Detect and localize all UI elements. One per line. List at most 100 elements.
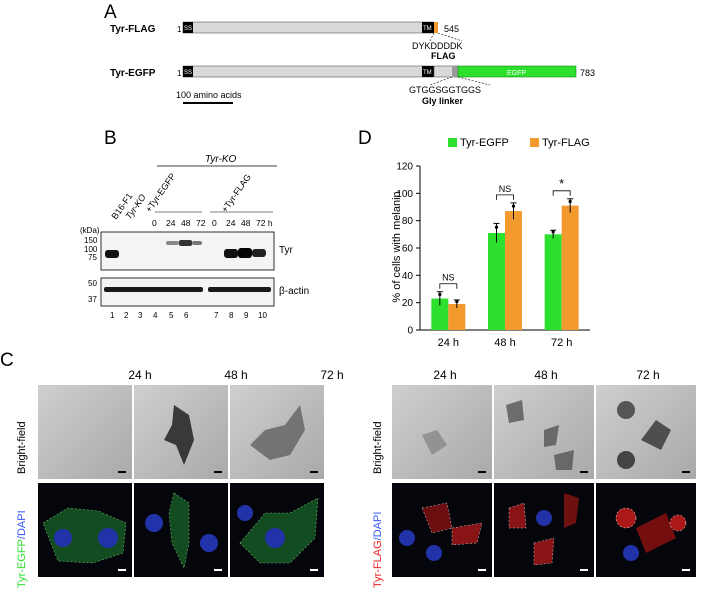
lane-num-1: 1	[110, 311, 115, 320]
marker-100: 100	[84, 245, 98, 254]
c-right-fl-24	[392, 483, 492, 577]
construct2-egfp	[457, 65, 577, 78]
data-point	[511, 204, 516, 208]
panel-label-b: B	[104, 128, 117, 149]
time-egfp-0: 0	[152, 218, 157, 228]
lane-num-5: 5	[169, 311, 174, 320]
legend-swatch	[448, 138, 457, 147]
band-lane6	[179, 240, 192, 246]
y-tick-label: 0	[407, 326, 413, 337]
legend-swatch	[530, 138, 539, 147]
chart-ylabel: % of cells with melanin	[391, 191, 403, 302]
c-right-bf-label: Bright-field	[372, 421, 384, 474]
marker-50: 50	[88, 279, 97, 288]
time-egfp-72: 72	[196, 218, 206, 228]
construct2-tag: Gly linker	[422, 96, 464, 106]
legend-label: Tyr-FLAG	[542, 137, 590, 149]
chart-xticks: 24 h 48 h 72 h	[438, 337, 573, 349]
c-right-flag-text: Tyr-FLAG	[372, 540, 384, 588]
construct2-end: 783	[580, 68, 595, 78]
lane-num-3: 3	[138, 311, 143, 320]
chart-axes: 0 20 40 60 80 100 120	[396, 162, 590, 337]
y-tick-label: 40	[402, 271, 414, 282]
y-tick-label: 80	[402, 216, 414, 227]
construct2-linker-block	[452, 66, 458, 77]
bar	[448, 304, 466, 330]
band-lane9	[238, 248, 252, 258]
construct1-tag: FLAG	[431, 51, 456, 61]
actin-bands-right	[208, 287, 271, 292]
c-left-time-48: 48 h	[224, 368, 248, 382]
construct1-end: 545	[444, 24, 459, 34]
band-lane1	[105, 250, 119, 258]
x-tick-label: 72 h	[551, 337, 572, 349]
time-egfp-24: 24	[166, 218, 176, 228]
construct2-egfp-label: EGFP	[507, 70, 526, 77]
construct1-tm	[422, 22, 434, 33]
bar	[561, 205, 579, 330]
chart-legend: Tyr-EGFP Tyr-FLAG	[448, 137, 590, 149]
bar	[488, 232, 505, 330]
c-left-bf-72	[230, 385, 324, 479]
data-point	[438, 292, 442, 297]
c-right-fl-72	[596, 483, 696, 577]
panel-label-a: A	[104, 2, 117, 23]
lane-num-10: 10	[258, 311, 267, 320]
data-point	[494, 225, 499, 229]
sig-bracket	[496, 194, 514, 200]
data-point	[568, 199, 572, 204]
construct2-ss-label: SS	[184, 70, 192, 76]
construct2-seq: GTGGSGGTGGS	[409, 85, 481, 95]
actin-bands-left	[104, 287, 203, 292]
panel-b-western: Tyr-KO B16-F1 Tyr-KO +Tyr-EGFP +Tyr-FLAG…	[80, 154, 309, 320]
band-lane5	[166, 241, 179, 245]
construct1-seq: DYKDDDDK	[412, 41, 463, 51]
y-tick-label: 20	[402, 298, 414, 309]
sig-label: NS	[442, 273, 455, 283]
data-point	[551, 230, 555, 234]
time-flag-0: 0	[212, 218, 217, 228]
sig-bracket	[439, 283, 458, 289]
lane-label-egfp: +Tyr-EGFP	[143, 171, 177, 214]
lane-label-flag: +Tyr-FLAG	[219, 172, 253, 214]
construct1-name: Tyr-FLAG	[110, 24, 156, 35]
time-flag-72: 72 h	[256, 218, 273, 228]
bar	[544, 234, 562, 330]
c-right-dapi-text: /DAPI	[372, 511, 384, 541]
scale-label: 100 amino acids	[176, 90, 242, 100]
chart-bars: NS NS *	[431, 176, 579, 330]
lane-num-6: 6	[184, 311, 189, 320]
legend-label: Tyr-EGFP	[460, 137, 509, 149]
lane-num-9: 9	[244, 311, 249, 320]
time-flag-48: 48	[241, 218, 251, 228]
band-lane6b	[192, 241, 202, 245]
marker-37: 37	[88, 295, 97, 304]
c-left-bf-24	[38, 385, 132, 479]
c-right-bf-48	[494, 385, 594, 479]
lane-num-8: 8	[229, 311, 234, 320]
bar	[505, 211, 522, 330]
panel-label-d: D	[358, 128, 372, 149]
band-lane10	[252, 249, 266, 257]
group-title: Tyr-KO	[205, 154, 237, 165]
y-tick-label: 60	[402, 244, 414, 255]
lane-num-4: 4	[153, 311, 158, 320]
sig-bracket	[552, 190, 571, 196]
marker-75: 75	[88, 253, 97, 262]
construct1-flag-tag	[434, 22, 438, 33]
c-right-fl-48	[494, 483, 594, 577]
bar	[431, 298, 449, 330]
time-egfp-48: 48	[181, 218, 191, 228]
c-left-fl-24	[38, 483, 132, 577]
c-right-bf-24	[392, 385, 492, 479]
construct1-ss	[183, 22, 193, 33]
sig-label: NS	[499, 184, 512, 194]
kda-label: (kDa)	[80, 226, 100, 235]
band-label-actin: β-actin	[279, 286, 309, 297]
construct2-start: 1	[177, 69, 182, 78]
c-left-dapi-text: /DAPI	[16, 510, 28, 540]
c-left-fl-label: Tyr-EGFP/DAPI	[16, 510, 28, 588]
lane-num-7: 7	[214, 311, 219, 320]
construct2-tm-label: TM	[423, 70, 432, 76]
c-left-bf-label: Bright-field	[16, 421, 28, 474]
